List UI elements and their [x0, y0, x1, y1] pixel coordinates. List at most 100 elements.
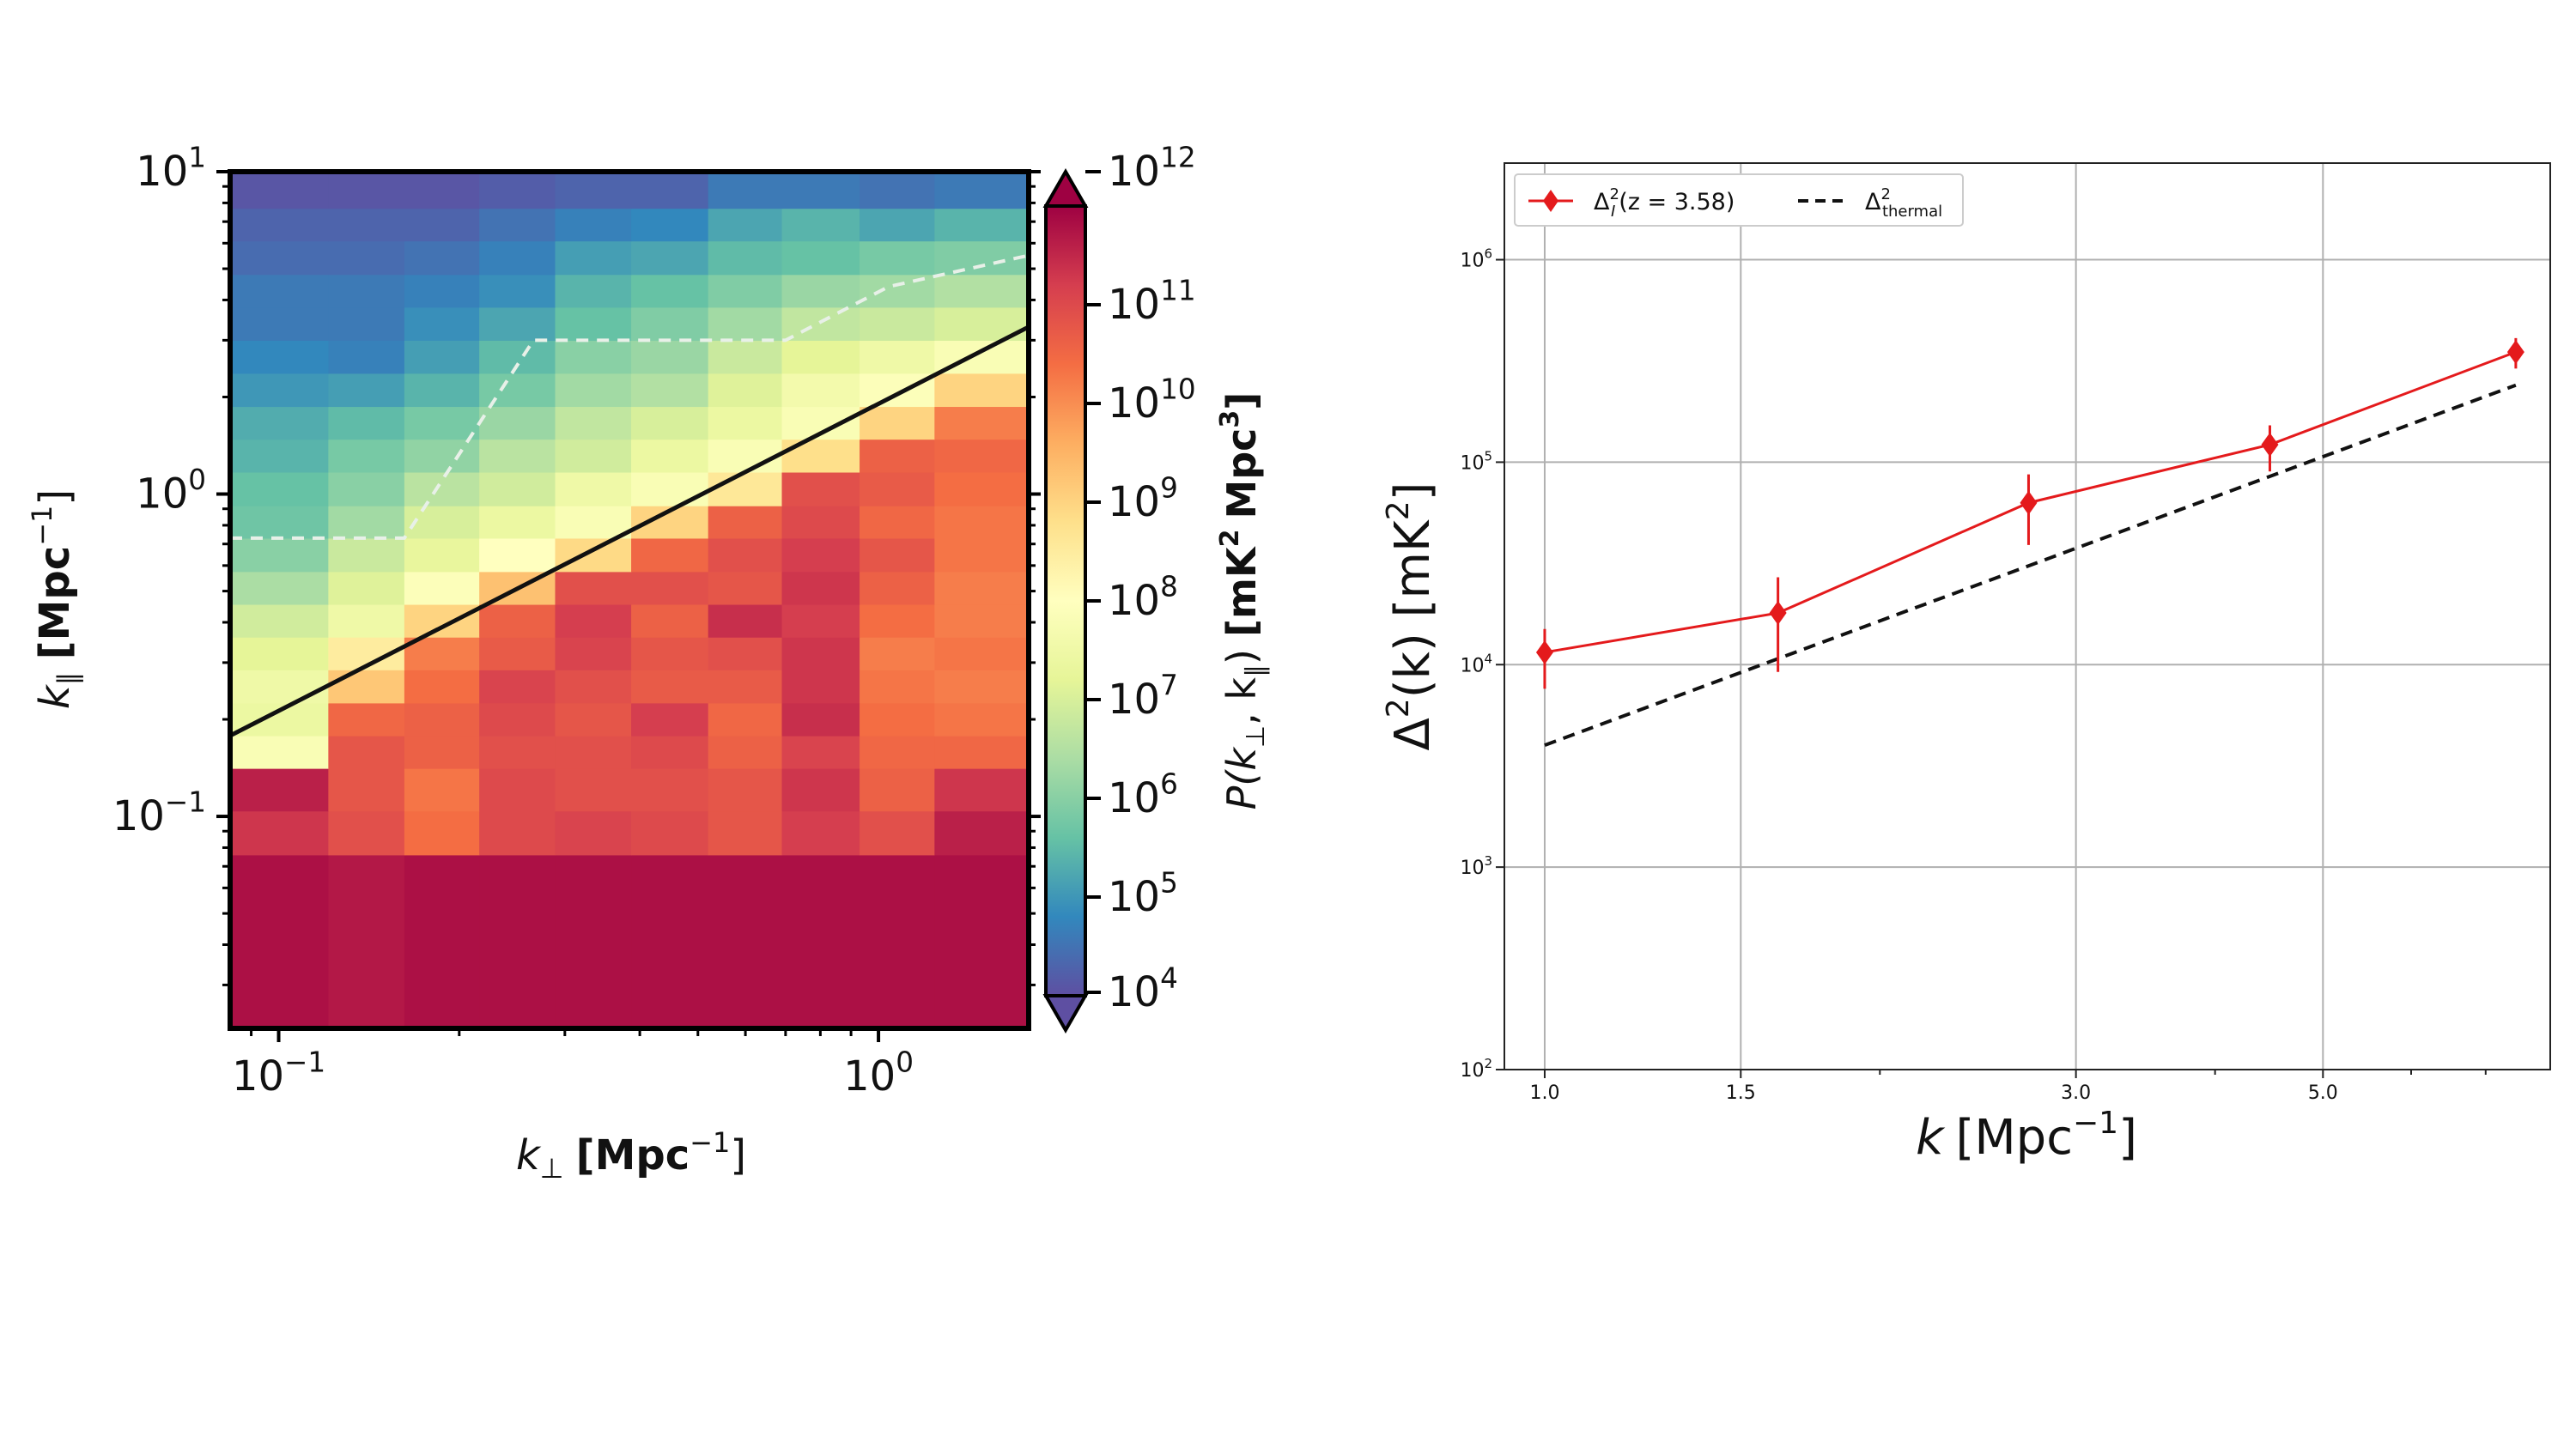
colorbar-tick-label: 107 — [1108, 669, 1178, 724]
heatmap-x-tick-label: 10−1 — [232, 1046, 325, 1100]
colorbar-tick-label: 106 — [1108, 767, 1178, 822]
heatmap-cell — [230, 373, 329, 408]
heatmap-cell — [708, 373, 783, 408]
heatmap-cell — [934, 736, 1030, 769]
heatmap-cell — [708, 571, 783, 605]
heatmap-cell — [631, 736, 709, 769]
heatmap-y-tick-label: 101 — [136, 141, 206, 196]
line-chart-x-axis-label: k [Mpc−1] — [1916, 1106, 2137, 1166]
line-chart-x-tick-label: 5.0 — [2308, 1082, 2338, 1104]
heatmap-cell — [328, 603, 405, 638]
line-chart-x-tick-label: 1.0 — [1529, 1082, 1559, 1104]
heatmap-cell — [555, 340, 632, 374]
heatmap-cell — [404, 810, 480, 856]
heatmap-cell — [404, 854, 480, 1029]
heatmap-cell — [934, 854, 1030, 1029]
line-chart-frame — [1504, 162, 2551, 1070]
heatmap-y-tick-label: 100 — [136, 464, 206, 518]
heatmap-cell — [708, 208, 783, 242]
heatmap-cell — [230, 571, 329, 605]
heatmap-cell — [781, 736, 860, 769]
heatmap-cell — [230, 736, 329, 769]
heatmap-cell — [555, 637, 632, 670]
heatmap-cell — [479, 603, 556, 638]
heatmap-cell — [404, 240, 480, 276]
heatmap-cell — [781, 670, 860, 704]
heatmap-cell — [404, 571, 480, 605]
colorbar-tick-label: 1011 — [1108, 274, 1196, 329]
heatmap-cell — [328, 571, 405, 605]
heatmap-cell — [860, 406, 935, 440]
heatmap-cell — [230, 406, 329, 440]
line-chart-y-tick-label: 105 — [1460, 449, 1492, 475]
heatmap-cell — [860, 637, 935, 670]
heatmap-cell — [631, 306, 709, 341]
heatmap-cell — [555, 439, 632, 473]
heatmap-cell — [860, 373, 935, 408]
colorbar-bottom-extend — [1042, 994, 1089, 1034]
heatmap-cell — [708, 537, 783, 573]
heatmap-cell — [230, 506, 329, 539]
heatmap-cell — [860, 306, 935, 341]
heatmap-cell — [781, 854, 860, 1029]
heatmap-cell — [860, 471, 935, 506]
heatmap-cell — [555, 702, 632, 737]
heatmap-cell — [479, 810, 556, 856]
heatmap-cell — [404, 439, 480, 473]
heatmap-cell — [934, 571, 1030, 605]
heatmap-x-axis-label: k⊥ [Mpc−1] — [516, 1126, 746, 1185]
heatmap-cell — [404, 637, 480, 670]
heatmap-cell — [328, 172, 405, 209]
heatmap-cell — [631, 670, 709, 704]
heatmap-cell — [781, 637, 860, 670]
heatmap-cell — [934, 471, 1030, 506]
heatmap-cell — [328, 768, 405, 812]
heatmap-cell — [479, 340, 556, 374]
heatmap-cell — [781, 306, 860, 341]
heatmap-cell — [555, 670, 632, 704]
heatmap-cell — [555, 373, 632, 408]
heatmap-cell — [781, 702, 860, 737]
heatmap-cell — [555, 406, 632, 440]
legend-box — [1514, 173, 1964, 227]
heatmap-cell — [934, 670, 1030, 704]
heatmap-cell — [860, 172, 935, 209]
heatmap-cell — [404, 736, 480, 769]
heatmap-cell — [404, 172, 480, 209]
heatmap-cell — [781, 208, 860, 242]
heatmap-cell — [404, 373, 480, 408]
heatmap-cell — [404, 208, 480, 242]
heatmap-cell — [555, 471, 632, 506]
legend-label-thermal: Δ2 thermal — [1865, 185, 1942, 221]
heatmap-cell — [230, 172, 329, 209]
colorbar-top-extend — [1042, 167, 1089, 208]
heatmap-cell — [555, 603, 632, 638]
line-chart-series — [1535, 337, 2524, 748]
heatmap-cell — [934, 603, 1030, 638]
heatmap-cell — [230, 768, 329, 812]
heatmap-cell — [328, 736, 405, 769]
heatmap-cell — [934, 506, 1030, 539]
colorbar-tick-label: 109 — [1108, 471, 1178, 526]
heatmap-chart: 10−1 100 10−1 100 101 k⊥ [Mpc−1] k∥[Mpc−1] — [26, 141, 1041, 1185]
heatmap-cell — [230, 471, 329, 506]
signal-point — [1535, 640, 1553, 664]
heatmap-cell — [860, 439, 935, 473]
heatmap-cell — [781, 340, 860, 374]
heatmap-cell — [631, 537, 709, 573]
heatmap-cell — [328, 208, 405, 242]
heatmap-cell — [230, 603, 329, 638]
heatmap-cell — [631, 340, 709, 374]
colorbar-tick-label: 104 — [1108, 961, 1178, 1016]
heatmap-cell — [328, 670, 405, 704]
heatmap-cell — [631, 172, 709, 209]
heatmap-cell — [631, 603, 709, 638]
heatmap-cell — [230, 537, 329, 573]
heatmap-cell — [860, 736, 935, 769]
heatmap-cell — [479, 240, 556, 276]
heatmap-cell — [708, 810, 783, 856]
heatmap-cell — [860, 810, 935, 856]
colorbar-tick-label: 1012 — [1108, 141, 1196, 196]
heatmap-cell — [708, 439, 783, 473]
heatmap-cell — [708, 274, 783, 308]
